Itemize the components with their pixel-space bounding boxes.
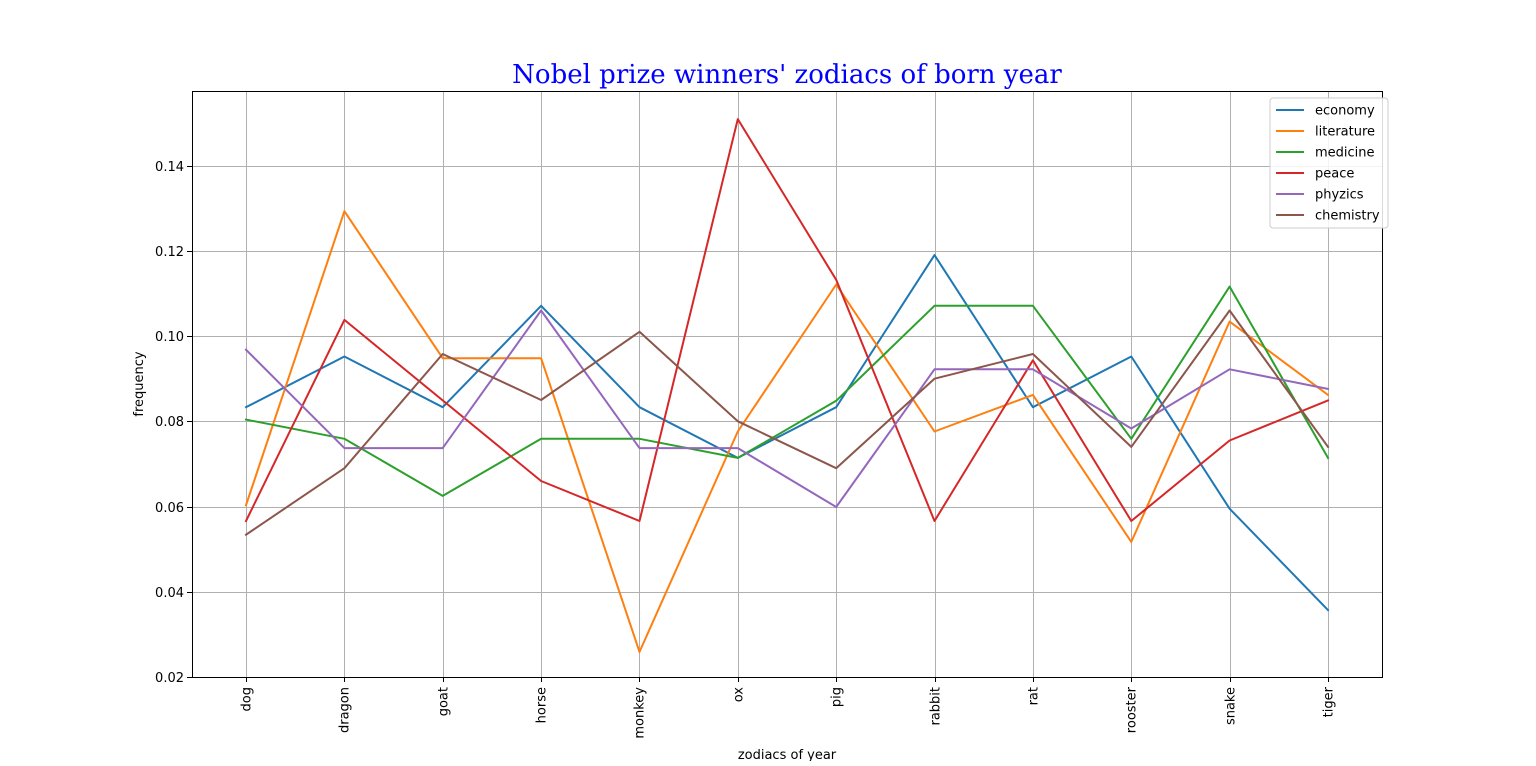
legend-label-chemistry: chemistry: [1315, 209, 1380, 224]
y-axis-label: frequency: [132, 351, 147, 417]
series-lines: [244, 118, 1330, 653]
y-tick-label: 0.14: [155, 160, 184, 175]
legend-label-phyzics: phyzics: [1315, 188, 1364, 203]
x-tick-label: ox: [732, 687, 747, 703]
y-tick-label: 0.12: [155, 245, 184, 260]
series-line-chemistry: [244, 309, 1330, 537]
x-tick-label: pig: [830, 687, 845, 707]
y-tick-label: 0.04: [155, 586, 184, 601]
series-line-literature: [244, 210, 1330, 653]
series-line-economy: [244, 254, 1330, 612]
x-tick-label: dragon: [338, 687, 353, 733]
y-tick-label: 0.10: [155, 330, 184, 345]
x-tick-label: rat: [1027, 687, 1042, 705]
x-tick-label: horse: [535, 687, 550, 723]
chart-title: Nobel prize winners' zodiacs of born yea…: [512, 60, 1062, 90]
y-tick-label: 0.02: [155, 671, 184, 686]
x-tick-label: monkey: [633, 687, 648, 739]
x-tick-label: goat: [437, 687, 452, 716]
legend-label-literature: literature: [1315, 125, 1375, 140]
legend-label-peace: peace: [1315, 167, 1354, 182]
y-axis-ticks: 0.02 0.04 0.06 0.08 0.10 0.12 0.14: [155, 160, 192, 686]
plot-frame: [192, 91, 1383, 678]
x-tick-label: tiger: [1322, 686, 1337, 717]
legend: economy literature medicine peace phyzics che…: [1269, 97, 1389, 229]
x-tick-label: snake: [1224, 687, 1239, 725]
legend-label-medicine: medicine: [1315, 146, 1375, 161]
x-tick-label: rooster: [1125, 686, 1140, 733]
series-line-phyzics: [244, 309, 1330, 508]
x-axis-label: zodiacs of year: [738, 748, 837, 761]
legend-label-economy: economy: [1315, 104, 1375, 119]
x-axis-ticks: dog dragon goat horse monkey ox pig rabbit rat ro…: [240, 677, 1337, 739]
y-tick-label: 0.08: [155, 415, 184, 430]
series-line-peace: [244, 118, 1330, 523]
series-line-medicine: [244, 285, 1330, 497]
y-tick-label: 0.06: [155, 501, 184, 516]
x-tick-label: rabbit: [929, 687, 944, 726]
x-tick-label: dog: [240, 687, 255, 711]
